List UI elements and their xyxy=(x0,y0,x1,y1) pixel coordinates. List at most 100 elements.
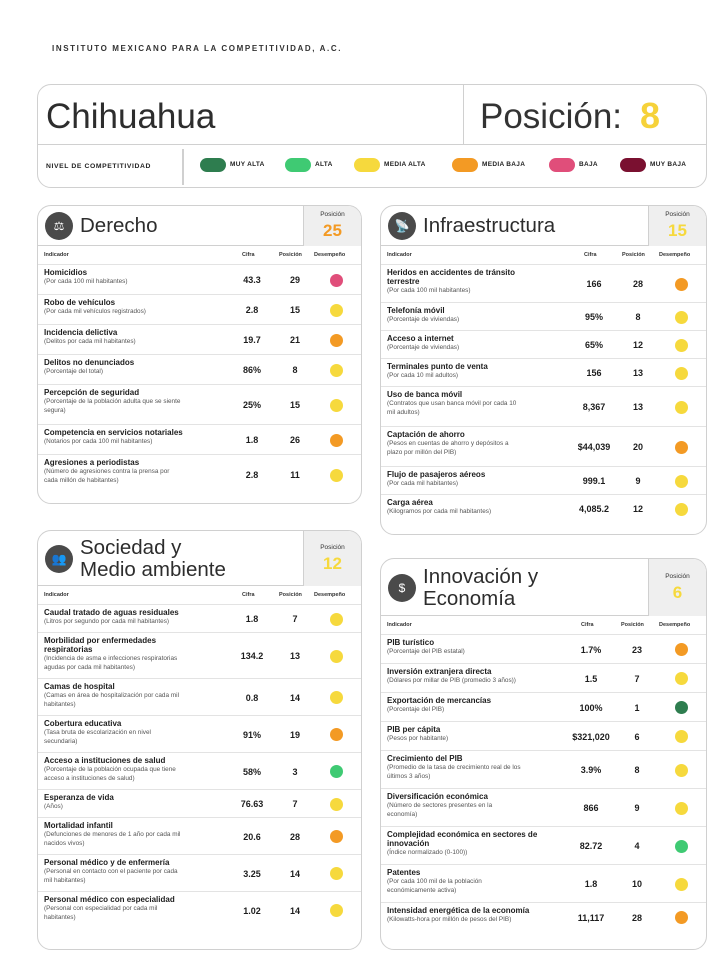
performance-dot xyxy=(675,763,688,777)
indicator-description: (Índice normalizado (0-100)) xyxy=(387,849,468,856)
indicator-description: (Porcentaje de la población ocupada que … xyxy=(44,766,176,773)
indicator-row: Terminales punto de venta (Por cada 10 mi… xyxy=(381,358,706,386)
indicator-value: 166 xyxy=(586,279,602,289)
performance-dot xyxy=(330,333,343,347)
indicator-value: 95% xyxy=(584,312,603,322)
indicator-row: Morbilidad por enfermedades respiratorias… xyxy=(38,632,361,678)
column-posicion: Posición xyxy=(621,622,644,628)
performance-dot xyxy=(330,728,343,741)
indicator-position: 10 xyxy=(631,879,642,889)
section-position-label: Posición xyxy=(320,211,345,218)
indicator-description: agudas por cada mil habitantes) xyxy=(44,664,135,671)
indicator-description: (Número de agresiones contra la prensa p… xyxy=(44,468,170,475)
indicator-value: $44,039 xyxy=(577,442,611,452)
indicator-description: (Incidencia de asma e infecciones respir… xyxy=(44,655,178,662)
section-position-box: Posición 12 xyxy=(303,531,361,586)
indicator-position: 7 xyxy=(292,614,298,624)
indicator-description: (Porcentaje del total) xyxy=(44,368,103,375)
indicator-row: Flujo de pasajeros aéreos (Por cada mil h… xyxy=(381,466,706,494)
indicator-description: (Por cada 100 mil de la población xyxy=(387,878,482,885)
indicator-position: 9 xyxy=(634,803,640,813)
legend-label: BAJA xyxy=(579,161,598,168)
card-header: ⚖ Derecho Posición 25 xyxy=(38,206,361,246)
indicator-name: Personal médico y de enfermería xyxy=(44,858,170,867)
indicator-value: 8,367 xyxy=(582,402,606,412)
legend-swatch xyxy=(620,158,646,172)
indicator-value: 65% xyxy=(584,340,603,350)
indicator-position: 8 xyxy=(634,765,640,775)
indicator-name: Patentes xyxy=(387,868,421,877)
performance-dot xyxy=(330,797,343,811)
indicator-name: Intensidad energética de la economía xyxy=(387,906,530,915)
column-indicador: Indicador xyxy=(44,252,69,258)
indicator-value: 86% xyxy=(242,365,261,375)
indicator-value: 82.72 xyxy=(579,841,603,851)
indicator-description: económicamente activa) xyxy=(387,887,457,894)
column-cifra: Cifra xyxy=(242,592,255,598)
performance-dot xyxy=(330,303,343,317)
section-position-box: Posición 6 xyxy=(648,559,706,616)
indicator-description: (Por cada 100 mil habitantes) xyxy=(387,287,471,294)
indicator-description: (Porcentaje de viviendas) xyxy=(387,316,460,323)
indicator-value: 2.8 xyxy=(245,305,259,315)
performance-dot xyxy=(675,877,688,891)
indicator-value: 43.3 xyxy=(243,275,261,285)
indicator-description: (Camas en área de hospitalización por ca… xyxy=(44,692,179,699)
indicator-description: habitantes) xyxy=(44,914,76,921)
indicator-name: Telefonía móvil xyxy=(387,306,445,315)
indicator-name: Caudal tratado de aguas residuales xyxy=(44,608,179,617)
column-header: Indicador Cifra Posición Desempeño xyxy=(381,617,706,633)
column-posicion: Posición xyxy=(279,252,302,258)
indicator-description: (Por cada 100 mil habitantes) xyxy=(44,278,128,285)
legend-label: MEDIA BAJA xyxy=(482,161,526,168)
indicator-value: 11,117 xyxy=(577,912,605,923)
indicator-value: 2.8 xyxy=(245,470,259,480)
indicator-row: Intensidad energética de la economía (Kil… xyxy=(381,902,706,931)
indicator-description: (Contratos que usan banca móvil por cada… xyxy=(387,400,517,407)
column-header: Indicador Cifra Posición Desempeño xyxy=(381,247,706,263)
indicator-description: (Por cada mil vehículos registrados) xyxy=(44,308,146,315)
indicator-description: (Kilogramos por cada mil habitantes) xyxy=(387,508,492,515)
indicator-row: Acceso a internet (Porcentaje de vivienda… xyxy=(381,330,706,358)
indicator-position: 13 xyxy=(632,402,643,412)
indicator-description: (Porcentaje de la población adulta que s… xyxy=(44,398,181,405)
indicator-row: Percepción de seguridad (Porcentaje de la… xyxy=(38,384,361,424)
indicator-position: 26 xyxy=(289,435,300,445)
indicator-description: mil adultos) xyxy=(387,409,420,416)
antenna-icon-glyph: 📡 xyxy=(394,219,410,233)
indicator-description: (Litros por segundo por cada mil habitan… xyxy=(44,618,170,625)
indicator-position: 4 xyxy=(634,841,640,851)
column-indicador: Indicador xyxy=(387,252,412,258)
indicator-name: Delitos no denunciados xyxy=(44,358,135,367)
indicator-value: 1.8 xyxy=(584,879,598,889)
indicator-position: 6 xyxy=(634,731,640,742)
indicator-name: Personal médico con especialidad xyxy=(44,895,175,904)
performance-dot xyxy=(330,398,343,412)
section-position-label: Posición xyxy=(320,543,345,551)
indicator-value: 1.8 xyxy=(245,435,259,445)
indicator-row: Personal médico y de enfermería (Personal… xyxy=(38,854,361,891)
indicator-name: Competencia en servicios notariales xyxy=(44,428,183,437)
indicator-position: 9 xyxy=(635,476,641,486)
indicator-row: PIB per cápita (Pesos por habitante) $321,… xyxy=(381,721,706,750)
indicator-name: Homicidios xyxy=(44,268,88,277)
state-name: Chihuahua xyxy=(46,97,216,136)
indicator-position: 28 xyxy=(631,912,642,923)
column-indicador: Indicador xyxy=(44,592,69,598)
performance-dot xyxy=(330,612,343,626)
header-card: Chihuahua Posición: 8 NIVEL DE COMPETITI… xyxy=(37,84,707,188)
indicator-value: 100% xyxy=(579,702,603,713)
indicator-description: (Kilowatts-hora por millón de pesos del … xyxy=(387,916,512,923)
indicator-name: Uso de banca móvil xyxy=(387,390,463,399)
indicator-name: Camas de hospital xyxy=(44,682,115,691)
legend-swatch xyxy=(200,158,226,172)
indicator-position: 14 xyxy=(289,905,300,916)
indicator-name: Agresiones a periodistas xyxy=(44,458,140,467)
performance-dot xyxy=(675,366,688,380)
column-indicador: Indicador xyxy=(387,622,412,628)
indicator-value: 0.8 xyxy=(245,692,259,703)
indicator-name: Exportación de mercancías xyxy=(387,696,492,705)
performance-dot xyxy=(675,502,688,516)
indicator-value: 4,085.2 xyxy=(578,504,610,514)
indicator-position: 13 xyxy=(289,651,300,661)
